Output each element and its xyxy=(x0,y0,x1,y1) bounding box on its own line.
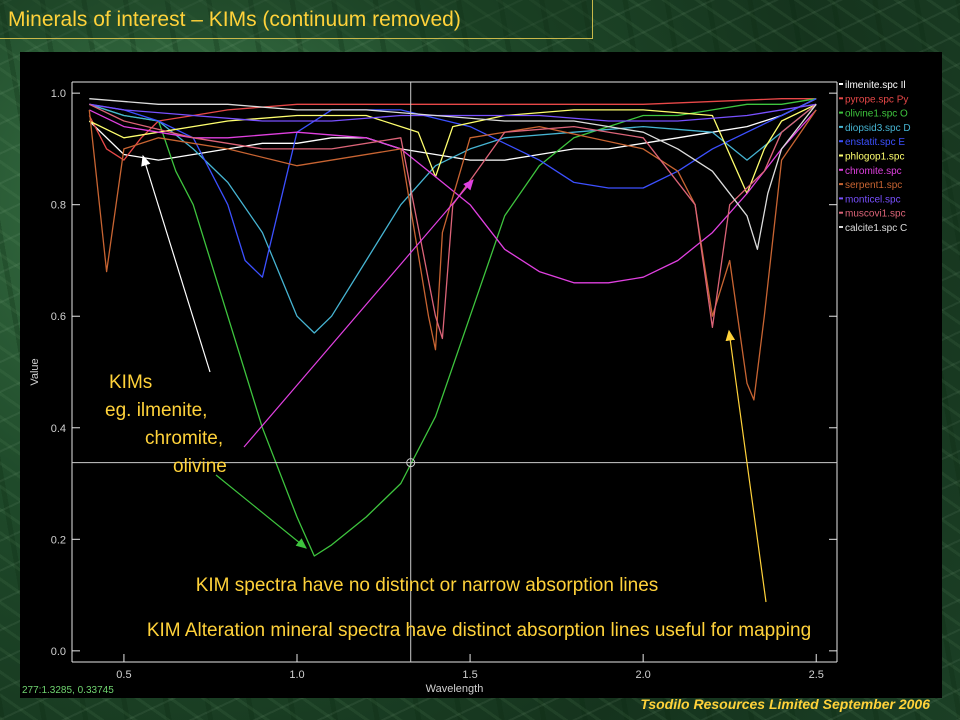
series-line-monticellite xyxy=(89,103,817,122)
legend-entry-pyrope: pyrope.spc Py xyxy=(845,94,908,105)
slide-title: Minerals of interest – KIMs (continuum r… xyxy=(8,8,461,31)
annotation-text: KIMs xyxy=(109,372,152,393)
annotation-arrow-alteration xyxy=(725,329,767,603)
series-line-olivine xyxy=(89,98,817,557)
annotation-text: KIM spectra have no distinct or narrow a… xyxy=(196,575,659,596)
annotation-text: eg. ilmenite, xyxy=(105,400,207,421)
legend-entry-olivine: olivine1.spc O xyxy=(845,109,908,120)
y-tick-label: 0.4 xyxy=(51,423,66,435)
series-line-muscovite xyxy=(89,103,817,340)
legend-entry-calcite: calcite1.spc C xyxy=(845,223,907,234)
annotation-text: chromite, xyxy=(145,428,223,449)
y-tick-label: 0.0 xyxy=(51,646,66,658)
y-tick-label: 0.6 xyxy=(51,311,66,323)
y-tick-label: 1.0 xyxy=(51,88,66,100)
legend-entry-enstatite: enstatit.spc E xyxy=(845,137,905,148)
annotation-text: olivine xyxy=(173,456,227,477)
annotation-text: KIM Alteration mineral spectra have dist… xyxy=(147,620,811,641)
series-line-phlogopite xyxy=(89,103,817,195)
series-line-pyrope xyxy=(88,98,817,161)
series-line-calcite xyxy=(89,98,817,250)
x-tick-label: 1.0 xyxy=(289,669,304,681)
x-tick-label: 2.5 xyxy=(809,669,824,681)
legend-entry-muscovite: muscovi1.spc xyxy=(845,209,906,220)
legend-entry-ilmenite: ilmenite.spc Il xyxy=(845,80,906,91)
legend-entry-monticellite: monticel.spc xyxy=(845,194,901,205)
annotation-arrow-olivine xyxy=(215,474,307,549)
legend-entry-phlogopite: phlogop1.spc xyxy=(845,152,905,163)
series-line-chromite xyxy=(89,109,817,284)
cursor-readout: 277:1.3285, 0.33745 xyxy=(22,685,114,696)
spectra-chart: 0.0 0.2 0.4 0.6 0.8 1.0 0.5 1.0 1.5 2.0 2.5 Wavelen… xyxy=(22,80,911,696)
x-tick-label: 1.5 xyxy=(462,669,477,681)
legend-entry-serpentine: serpent1.spc xyxy=(845,180,902,191)
x-tick-label: 0.5 xyxy=(116,669,131,681)
y-axis-label: Value xyxy=(29,358,41,385)
annotation-arrow-chromite xyxy=(243,179,474,448)
footer-credit: Tsodilo Resources Limited September 2006 xyxy=(640,696,930,712)
legend-entry-diopside: diopsid3.spc D xyxy=(845,123,911,134)
y-tick-label: 0.8 xyxy=(51,200,66,212)
cursor-marker xyxy=(406,458,416,468)
x-tick-label: 2.0 xyxy=(636,669,651,681)
y-tick-label: 0.2 xyxy=(51,534,66,546)
annotation-arrow-ilmenite xyxy=(141,154,211,373)
legend-entry-chromite: chromite.spc xyxy=(845,166,902,177)
series-line-ilmenite xyxy=(88,98,817,161)
x-axis-label: Wavelength xyxy=(426,683,484,695)
series-line-diopside xyxy=(89,103,817,334)
slide-title-box: Minerals of interest – KIMs (continuum r… xyxy=(0,0,593,39)
